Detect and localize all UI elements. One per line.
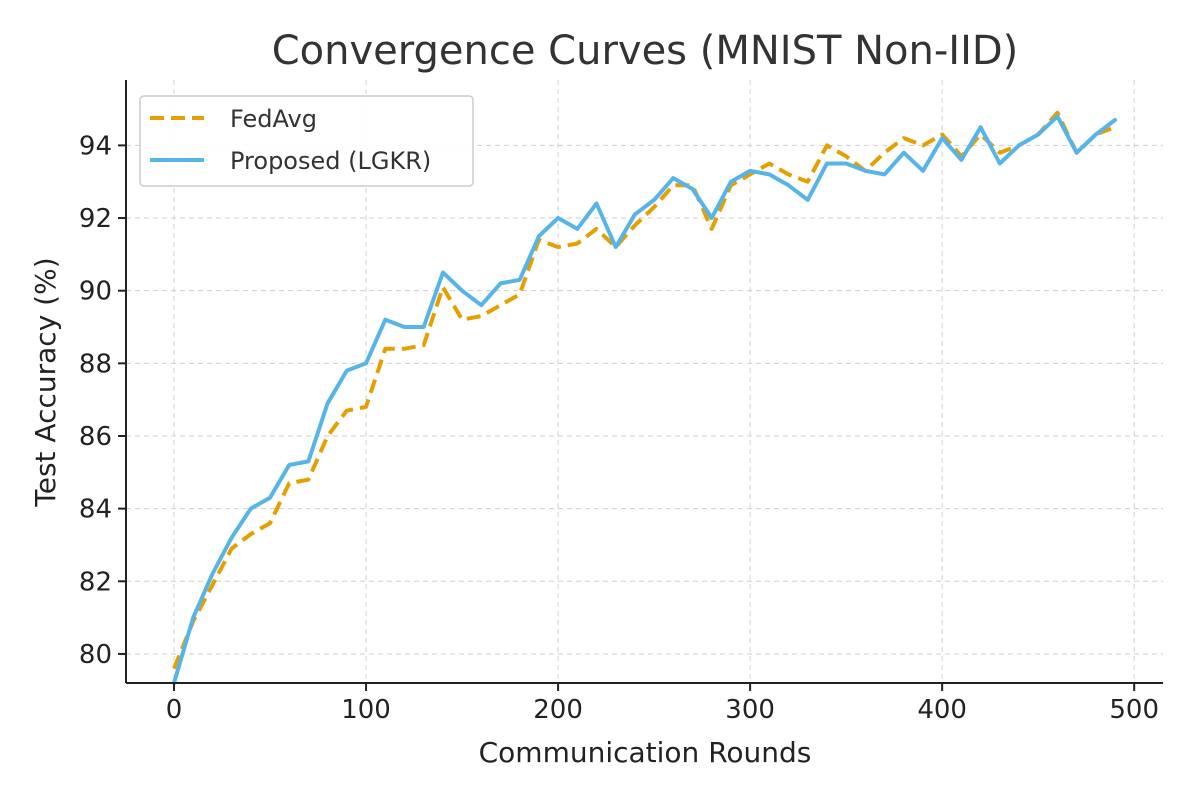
axes: [125, 80, 1163, 684]
y-tick-label: 86: [79, 422, 112, 452]
ticks: 0 100 200 300 400 500 80 82 84 86 88 90 92 94: [79, 131, 1159, 725]
series-line-proposed-lgkr: [172, 114, 1117, 685]
x-tick-label: 500: [1109, 695, 1159, 725]
x-tick-label: 0: [166, 695, 183, 725]
x-tick-label: 200: [533, 695, 583, 725]
series-line-fedavg: [172, 110, 1116, 670]
y-tick-label: 92: [79, 204, 112, 234]
legend-label-proposed: Proposed (LGKR): [230, 147, 431, 175]
y-tick-label: 84: [79, 495, 112, 525]
y-tick-label: 82: [79, 567, 112, 597]
y-tick-label: 90: [79, 277, 112, 307]
y-tick-label: 80: [79, 640, 112, 670]
y-tick-label: 94: [79, 131, 112, 161]
y-axis-label: Test Accuracy (%): [29, 257, 62, 507]
chart-title: Convergence Curves (MNIST Non-IID): [272, 28, 1019, 74]
x-tick-label: 100: [341, 695, 391, 725]
y-tick-label: 88: [79, 349, 112, 379]
x-tick-label: 300: [725, 695, 775, 725]
x-tick-label: 400: [917, 695, 967, 725]
x-axis-label: Communication Rounds: [479, 736, 812, 769]
series-layer: [172, 110, 1117, 685]
legend-label-fedavg: FedAvg: [230, 105, 317, 133]
legend-frame: [139, 95, 474, 187]
legend: FedAvg Proposed (LGKR): [139, 95, 474, 187]
